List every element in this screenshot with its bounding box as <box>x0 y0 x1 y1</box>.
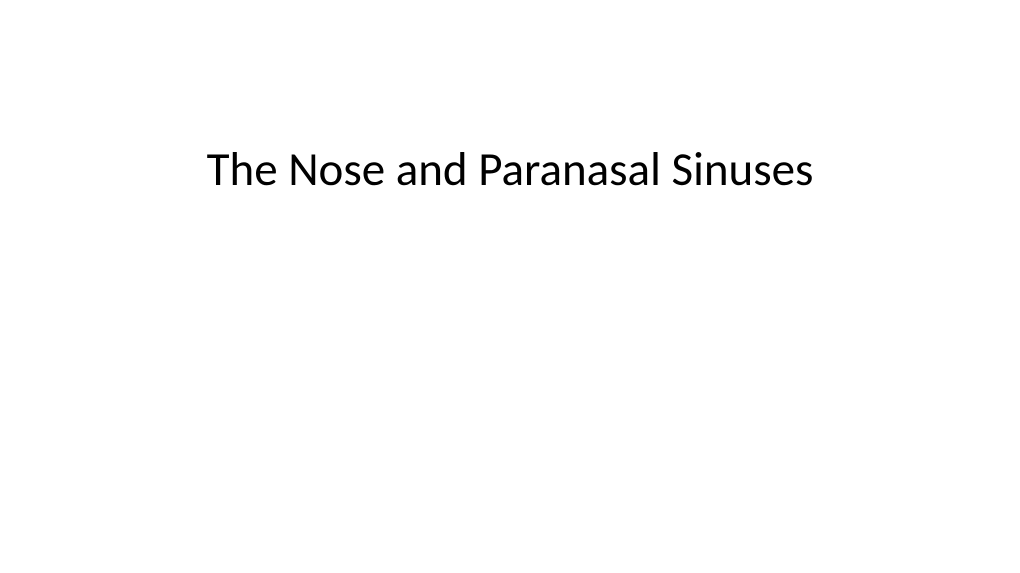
slide-title: The Nose and Paranasal Sinuses <box>0 141 1020 197</box>
slide-container: The Nose and Paranasal Sinuses <box>0 0 1020 573</box>
